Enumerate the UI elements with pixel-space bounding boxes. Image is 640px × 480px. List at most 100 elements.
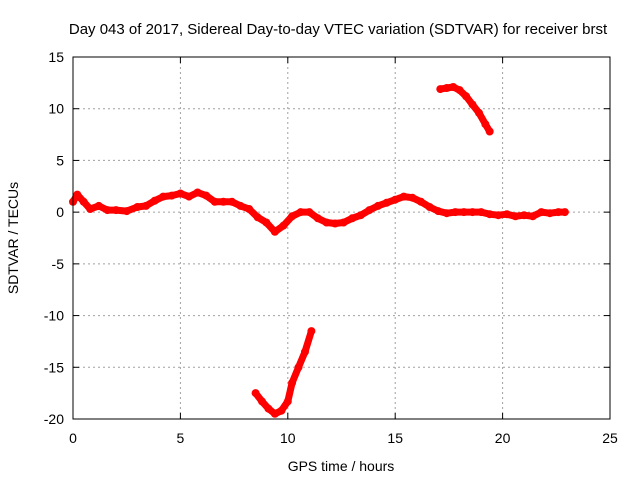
data-point [537, 208, 546, 217]
data-point [251, 389, 260, 398]
data-point [425, 203, 434, 211]
data-point [408, 193, 417, 202]
data-point [264, 404, 273, 413]
data-point [73, 190, 82, 199]
data-point [511, 212, 520, 221]
series-high-arc [436, 83, 494, 136]
data-point [462, 92, 471, 101]
data-point [528, 212, 537, 221]
data-point [442, 209, 451, 218]
x-tick-label: 0 [69, 430, 77, 446]
data-point [468, 208, 477, 217]
data-point [277, 406, 286, 415]
data-point [262, 218, 271, 227]
data-point [434, 207, 443, 216]
data-point [305, 208, 314, 217]
data-point [283, 397, 292, 406]
data-point [313, 214, 322, 223]
y-tick-label: -5 [52, 256, 65, 272]
data-point [485, 210, 494, 219]
chart-title: Day 043 of 2017, Sidereal Day-to-day VTE… [69, 21, 608, 38]
data-point [356, 211, 365, 220]
data-point [331, 219, 340, 228]
data-point [481, 120, 490, 129]
data-point [455, 86, 464, 95]
data-point [202, 191, 211, 200]
data-point [307, 327, 316, 336]
x-tick-label: 15 [387, 430, 403, 446]
y-axis-label: SDTVAR / TECUs [5, 182, 21, 294]
series-main-band [69, 188, 569, 236]
data-point [485, 127, 494, 136]
series-low-arc [251, 327, 316, 418]
data-point [391, 195, 400, 204]
data-point [167, 191, 176, 200]
data-points [69, 83, 569, 418]
axis-ticks: 0 5 10 15 20 25 -20 -15 -10 -5 0 5 10 15 [44, 49, 618, 446]
data-point [545, 209, 554, 218]
data-point [185, 192, 193, 201]
y-tick-label: 5 [56, 152, 64, 168]
data-point [288, 378, 297, 387]
data-point [494, 211, 503, 220]
data-point [365, 206, 374, 215]
data-point [451, 208, 460, 217]
data-point [475, 108, 483, 117]
data-point [253, 213, 262, 222]
y-tick-label: 15 [48, 49, 64, 65]
data-point [279, 221, 288, 230]
data-point [112, 206, 120, 215]
data-point [219, 197, 228, 206]
data-point [449, 83, 458, 91]
data-point [301, 347, 309, 356]
data-point [159, 192, 168, 201]
data-point [150, 196, 159, 205]
y-tick-label: -15 [44, 359, 64, 375]
data-point [245, 205, 254, 213]
data-point [103, 206, 112, 215]
data-point [133, 203, 142, 211]
data-point [417, 197, 425, 206]
data-point [86, 205, 95, 213]
data-point [236, 201, 245, 210]
x-tick-label: 5 [177, 430, 185, 446]
y-tick-label: -20 [44, 411, 64, 427]
data-point [399, 192, 408, 201]
data-point [560, 208, 569, 217]
x-axis-label: GPS time / hours [288, 458, 395, 474]
data-point [210, 197, 219, 206]
data-point [296, 208, 305, 217]
data-point [176, 189, 185, 198]
data-point [142, 201, 150, 210]
data-point [520, 211, 529, 220]
data-point [442, 84, 451, 92]
y-tick-label: 10 [48, 101, 64, 117]
y-tick-label: -10 [44, 308, 64, 324]
y-tick-label: 0 [56, 204, 64, 220]
data-point [228, 197, 236, 206]
x-tick-label: 20 [495, 430, 511, 446]
data-point [348, 214, 357, 223]
x-tick-label: 10 [280, 430, 296, 446]
data-point [477, 208, 486, 217]
data-point [382, 198, 391, 207]
data-point [436, 85, 445, 94]
series-band [252, 327, 315, 418]
data-point [193, 188, 202, 197]
data-point [79, 197, 88, 206]
data-point [468, 100, 477, 109]
grid-lines [73, 57, 610, 419]
data-point [502, 210, 511, 219]
data-point [554, 208, 563, 217]
x-tick-label: 25 [602, 430, 618, 446]
data-point [339, 218, 348, 227]
data-point [270, 409, 279, 418]
data-point [322, 218, 331, 227]
data-point [122, 207, 131, 216]
data-point [94, 201, 103, 210]
data-point [459, 208, 468, 217]
data-point [270, 227, 279, 236]
data-point [288, 212, 297, 221]
data-point [294, 363, 303, 372]
